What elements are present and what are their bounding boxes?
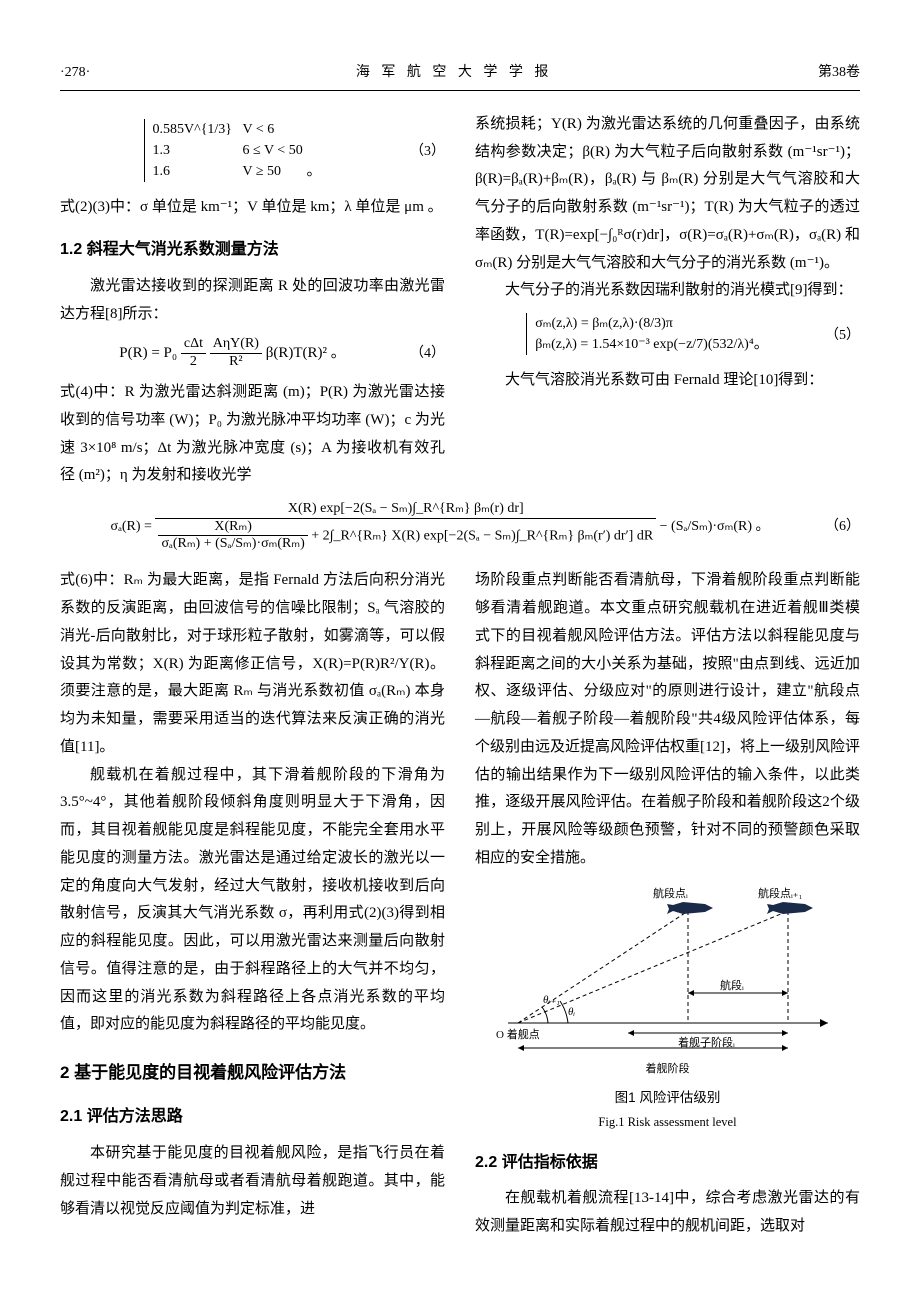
para-after6-a: 式(6)中：Rₘ 为最大距离，是指 Fernald 方法后向积分消光系数的反演距… (60, 567, 445, 761)
fig1-sub: 着舰子阶段ᵢ (678, 1035, 735, 1049)
eq3-r1c1: 0.585V^{1/3} (153, 119, 243, 140)
para-12b: 式(4)中：R 为激光雷达斜测距离 (m)；P(R) 为激光雷达接收到的信号功率… (60, 379, 445, 490)
eq4-num: （4） (405, 341, 445, 367)
journal-title: 海 军 航 空 大 学 学 报 (356, 60, 553, 86)
equation-4: P(R) = P₀ cΔt2 AηY(R)R² β(R)T(R)² 。 （4） (60, 336, 445, 371)
fig1-phase: 着舰阶段 (475, 1059, 860, 1079)
airplane-icon (667, 902, 713, 914)
fig1-caption-en: Fig.1 Risk assessment level (475, 1111, 860, 1134)
eq3-num: （3） (405, 139, 445, 165)
eq3-r3c2: V ≥ 50 (243, 161, 282, 182)
eq3-r2c1: 1.3 (153, 140, 243, 161)
eq6-den-a: X(Rₘ) (158, 519, 307, 537)
eq6-lead: σₐ(R) = (111, 519, 156, 534)
fig1-pt-i: 航段点ᵢ (653, 886, 688, 900)
equation-5: σₘ(z,λ) = βₘ(z,λ)·(8/3)π βₘ(z,λ) = 1.54×… (475, 313, 860, 359)
eq3-r3c1: 1.6 (153, 161, 243, 182)
airplane-icon (767, 902, 813, 914)
eq5-l1: σₘ(z,λ) = βₘ(z,λ)·(8/3)π (535, 313, 673, 334)
para-right-b: 大气分子的消光系数因瑞利散射的消光模式[9]得到： (475, 277, 860, 305)
para-12a: 激光雷达接收到的探测距离 R 处的回波功率由激光雷达方程[8]所示： (60, 273, 445, 329)
eq5-l2: βₘ(z,λ) = 1.54×10⁻³ exp(−z/7)(532/λ)⁴ (535, 334, 753, 355)
eq3-r1c2: V < 6 (243, 119, 275, 140)
para-after-eq3: 式(2)(3)中：σ 单位是 km⁻¹；V 单位是 km；λ 单位是 μm 。 (60, 194, 445, 222)
eq3-r2c2: 6 ≤ V < 50 (243, 140, 303, 161)
eq6-den-b: σₐ(Rₘ) + (Sₐ/Sₘ)·σₘ(Rₘ) (158, 536, 307, 553)
eq5-tail: 。 (754, 336, 769, 352)
para-right-a: 系统损耗；Y(R) 为激光雷达系统的几何重叠因子，由系统结构参数决定；β(R) … (475, 111, 860, 278)
heading-2-2: 2.2 评估指标依据 (475, 1148, 860, 1178)
heading-2-1: 2.1 评估方法思路 (60, 1102, 445, 1132)
para-right-c: 大气气溶胶消光系数可由 Fernald 理论[10]得到： (475, 367, 860, 395)
heading-2: 2 基于能见度的目视着舰风险评估方法 (60, 1057, 445, 1088)
figure-1-svg: O 着舰点 θᵢ θᵢ₊₁ 航段点ᵢ (488, 883, 848, 1053)
volume: 第38卷 (818, 60, 860, 86)
fig1-caption-cn: 图1 风险评估级别 (475, 1086, 860, 1111)
eq6-numerator: X(R) exp[−2(Sₐ − Sₘ)∫_R^{Rₘ} βₘ(r) dr] (155, 501, 656, 519)
eq5-num: （5） (820, 323, 860, 349)
para-after6-b: 舰载机在着舰过程中，其下滑着舰阶段的下滑角为 3.5°~4°，其他着舰阶段倾斜角… (60, 762, 445, 1040)
para-r2-a: 场阶段重点判断能否看清航母，下滑着舰阶段重点判断能够看清着舰跑道。本文重点研究舰… (475, 567, 860, 872)
para-21: 本研究基于能见度的目视着舰风险，是指飞行员在着舰过程中能否看清航母或者看清航母着… (60, 1140, 445, 1223)
fig1-theta-i: θᵢ (568, 1006, 575, 1018)
eq6-num: （6） (820, 514, 860, 540)
eq3-tail: 。 (306, 163, 321, 179)
page-number: ·278· (60, 60, 90, 86)
equation-3: 0.585V^{1/3}V < 6 1.36 ≤ V < 50 1.6V ≥ 5… (60, 119, 445, 186)
fig1-seg: 航段ᵢ (720, 978, 744, 992)
fig1-theta-i1: θᵢ₊₁ (543, 994, 560, 1006)
heading-1-2: 1.2 斜程大气消光系数测量方法 (60, 235, 445, 265)
fig1-pt-i1: 航段点ᵢ₊₁ (758, 886, 803, 900)
para-22: 在舰载机着舰流程[13-14]中，综合考虑激光雷达的有效测量距离和实际着舰过程中… (475, 1185, 860, 1241)
equation-6: σₐ(R) = X(R) exp[−2(Sₐ − Sₘ)∫_R^{Rₘ} βₘ(… (60, 501, 860, 553)
figure-1: O 着舰点 θᵢ θᵢ₊₁ 航段点ᵢ (475, 883, 860, 1134)
eq6-tail: − (Sₐ/Sₘ)·σₘ(R) 。 (660, 519, 770, 534)
fig1-origin: O 着舰点 (496, 1027, 540, 1041)
eq6-den-c: + 2∫_R^{Rₘ} X(R) exp[−2(Sₐ − Sₘ)∫_R^{Rₘ}… (308, 528, 653, 543)
